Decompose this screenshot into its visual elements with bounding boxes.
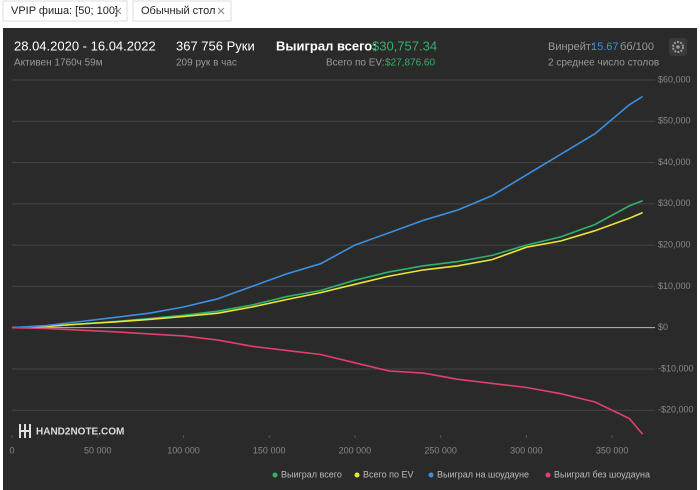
won-value: $30,757.34 (372, 38, 437, 53)
y-tick-label: -$20,000 (658, 405, 694, 415)
x-tick-label: 0 (9, 445, 14, 455)
legend-label: Выиграл всего (281, 469, 342, 479)
legend-swatch (272, 472, 278, 478)
legend-label: Выиграл на шоудауне (437, 469, 529, 479)
winrate-unit: бб/100 (620, 41, 654, 53)
legend-swatch (428, 472, 434, 478)
legend-swatch (545, 472, 551, 478)
panel (3, 28, 697, 490)
x-tick-label: 250 000 (424, 445, 457, 455)
y-tick-label: $20,000 (658, 239, 691, 249)
tab-label[interactable]: Обычный стол (141, 5, 215, 17)
tab[interactable]: VPIP фиша: [50; 100] (2, 0, 128, 22)
watermark: HAND2NOTE.COM (36, 427, 124, 438)
hands: 367 756 Руки (176, 38, 255, 53)
series-line (11, 211, 643, 329)
tab[interactable]: Обычный стол (132, 0, 232, 22)
x-tick-label: 100 000 (167, 445, 200, 455)
active: Активен 1760ч 59м (14, 58, 103, 69)
tab-close[interactable] (114, 7, 122, 15)
winrate-label: Винрейт: (548, 41, 594, 53)
tables: 2 среднее число столов (548, 58, 659, 69)
ev-label: Всего по EV: (326, 58, 385, 69)
x-tick-label: 150 000 (253, 445, 286, 455)
winrate-value: 15.67 (591, 41, 619, 53)
y-tick-label: $40,000 (658, 157, 691, 167)
x-tick-label: 300 000 (510, 445, 543, 455)
legend-swatch (354, 472, 360, 478)
tab-box[interactable] (2, 0, 128, 22)
x-tick-label: 350 000 (596, 445, 629, 455)
gear-center[interactable] (676, 45, 680, 49)
y-tick-label: $30,000 (658, 198, 691, 208)
y-tick-label: $60,000 (658, 74, 691, 84)
period: 28.04.2020 - 16.04.2022 (14, 38, 156, 53)
won-label: Выиграл всего: (276, 38, 377, 53)
tab-close[interactable] (217, 7, 225, 15)
tab-label[interactable]: VPIP фиша: [50; 100] (11, 5, 118, 17)
settings-button[interactable] (669, 38, 687, 56)
series-line (11, 326, 644, 435)
watermark-logo (19, 424, 31, 438)
series-line (11, 95, 644, 329)
y-tick-label: -$10,000 (658, 363, 694, 373)
gear-icon[interactable] (672, 41, 684, 53)
y-tick-label: $0 (658, 322, 668, 332)
logo-icon (19, 424, 31, 438)
x-tick-label: 200 000 (339, 445, 372, 455)
legend-label: Выиграл без шоудауна (554, 469, 650, 479)
x-tick-label: 50 000 (84, 445, 112, 455)
plot: -$20,000 -$10,000 $0 $10,000 $20,000 $30,000 $… (9, 74, 693, 455)
ev-value: $27,876.60 (385, 58, 435, 69)
y-tick-label: $50,000 (658, 116, 691, 126)
tab-box[interactable] (132, 0, 232, 22)
y-tick-label: $10,000 (658, 281, 691, 291)
legend-label: Всего по EV (363, 469, 413, 479)
hands-per-hour: 209 рук в час (176, 58, 237, 69)
